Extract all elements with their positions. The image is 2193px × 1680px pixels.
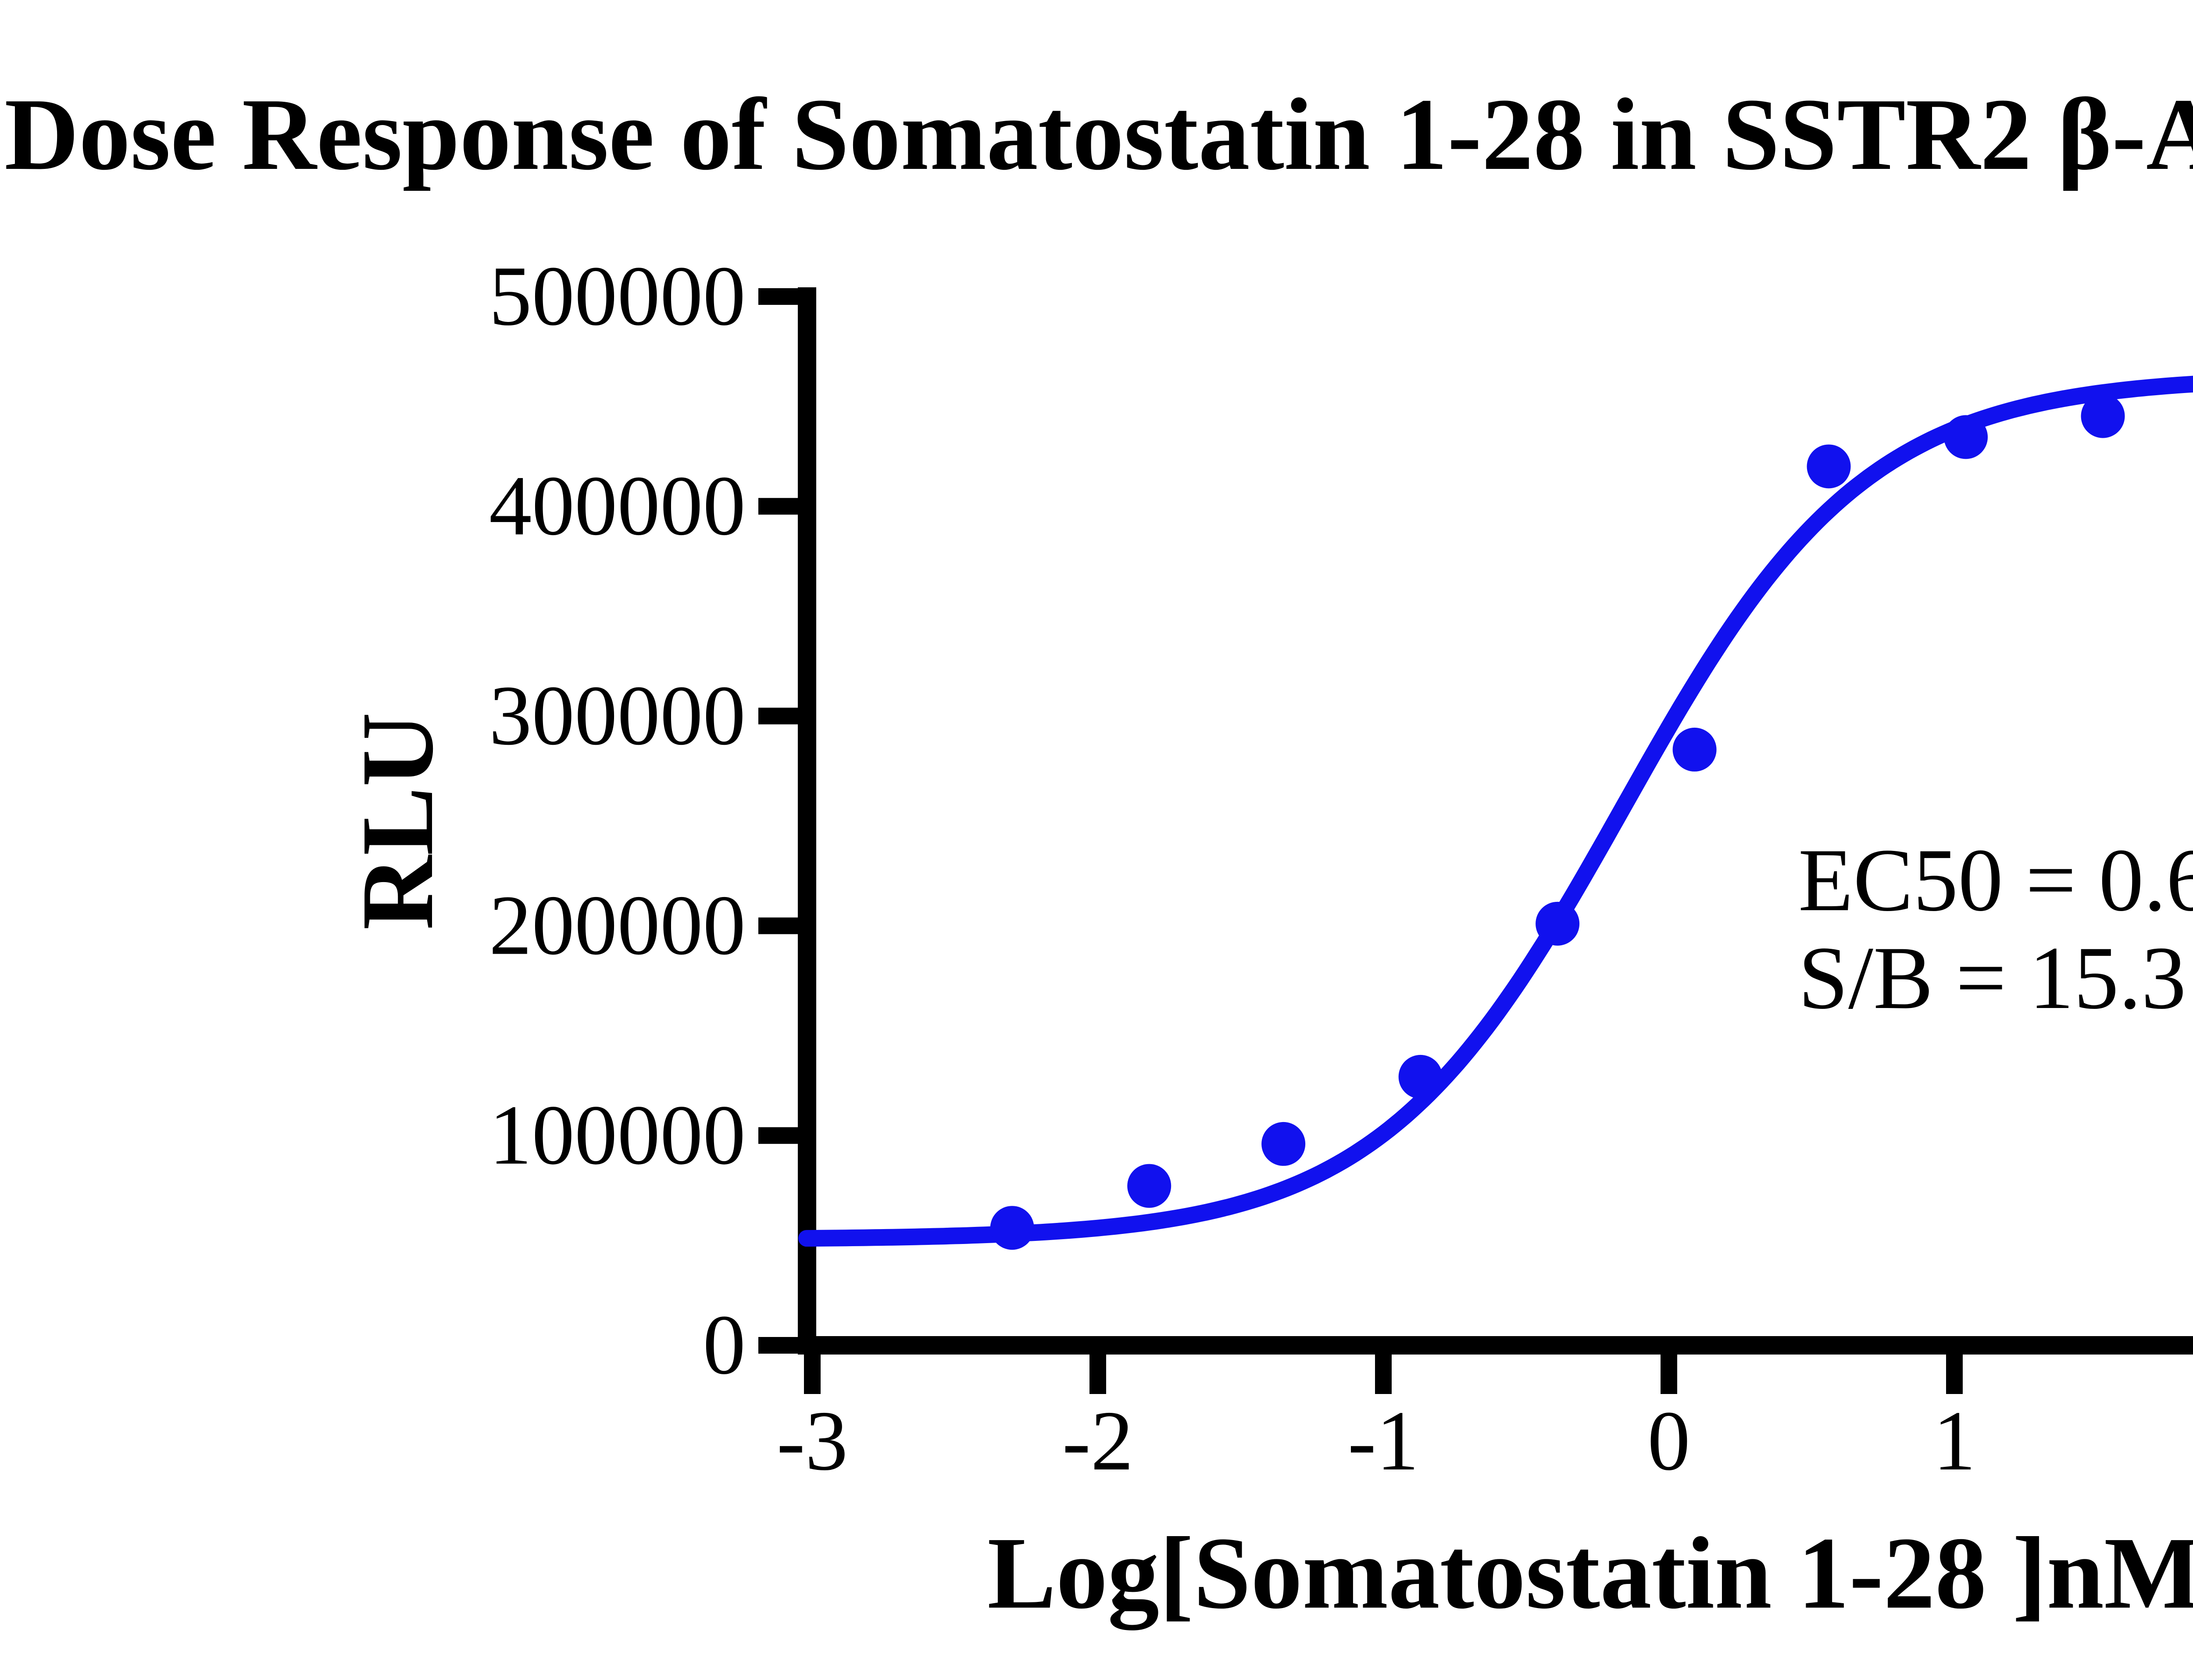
- data-point: [1944, 415, 1988, 459]
- data-point: [2081, 394, 2125, 438]
- x-tick-label: -2: [1062, 1394, 1133, 1488]
- fit-curve: [798, 375, 2193, 1247]
- y-axis-title: RLU: [340, 712, 454, 930]
- x-tick-label: 0: [1647, 1394, 1690, 1488]
- x-tick-label: -1: [1348, 1394, 1419, 1488]
- data-point: [1127, 1164, 1172, 1208]
- data-point: [990, 1206, 1034, 1250]
- x-axis-title: Log[Somatostatin 1-28 ]nM: [987, 1516, 2193, 1630]
- y-tick-label: 100000: [489, 1088, 746, 1183]
- x-tick-label: -3: [777, 1394, 848, 1488]
- dose-response-series: [798, 375, 2193, 1250]
- axis-spines: [798, 287, 2193, 1355]
- data-point: [1261, 1122, 1306, 1166]
- y-tick-label: 200000: [489, 878, 746, 973]
- data-point: [1672, 727, 1717, 772]
- data-point: [1807, 444, 1851, 489]
- y-tick-label: 400000: [489, 458, 746, 553]
- chart-title: Dose Response of Somatostatin 1-28 in SS…: [4, 77, 2193, 191]
- signal-to-background-annotation: S/B = 15.3: [1798, 928, 2186, 1028]
- y-tick-label: 500000: [489, 249, 746, 343]
- data-point: [1398, 1054, 1443, 1099]
- x-tick-label: 1: [1933, 1394, 1976, 1488]
- y-tick-label: 300000: [489, 668, 746, 763]
- data-point: [1536, 901, 1580, 946]
- y-tick-label: 0: [703, 1298, 746, 1392]
- ec50-annotation: EC50 = 0.69 nM: [1798, 830, 2193, 930]
